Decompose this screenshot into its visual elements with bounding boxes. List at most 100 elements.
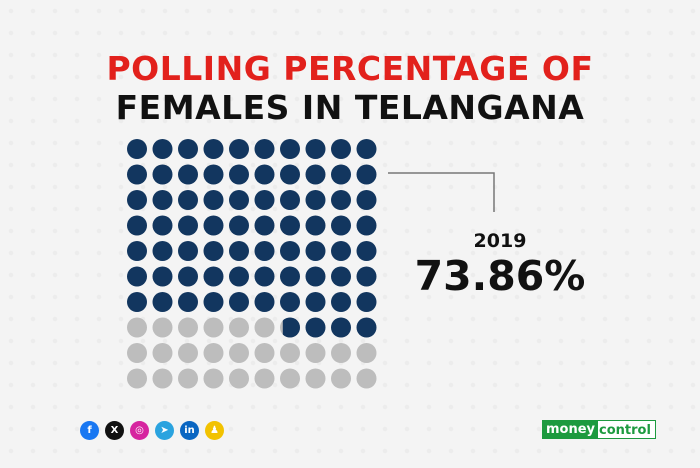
waffle-dot-filled [280,164,300,185]
series-value-label: 73.86% [414,252,586,300]
waffle-dot-filled [152,292,173,312]
waffle-dot-filled [331,139,351,159]
waffle-dot-filled [331,241,351,261]
waffle-dot-filled [229,215,249,236]
instagram-icon[interactable]: ◎ [130,421,149,440]
waffle-dot-partial [282,317,300,338]
waffle-dot-filled [331,190,351,210]
waffle-dot-filled [356,164,377,185]
waffle-dot-filled [356,292,377,312]
x-icon[interactable]: X [105,421,124,440]
waffle-dot-empty [203,317,224,338]
waffle-dot-filled [152,164,173,185]
waffle-dot-empty [127,343,147,363]
chart-title-line1: POLLING PERCENTAGE OF [106,49,594,88]
waffle-dot-filled [178,190,198,210]
waffle-dot-filled [152,190,173,210]
waffle-dot-filled [305,266,326,287]
facebook-icon[interactable]: f [80,421,99,440]
waffle-dot-filled [127,266,147,287]
waffle-dot-filled [331,292,351,312]
waffle-dot-empty [254,343,275,363]
waffle-dot-filled [356,266,377,287]
waffle-dot-filled [254,164,275,185]
waffle-dot-empty [280,368,300,389]
linkedin-icon[interactable]: in [180,421,199,440]
waffle-dot-empty [203,343,224,363]
waffle-dot-filled [203,215,224,236]
waffle-dot-empty [331,368,351,389]
waffle-dot-filled [305,241,326,261]
waffle-dot-filled [280,266,300,287]
series-year-label: 2019 [473,230,527,252]
waffle-dot-empty [152,317,173,338]
waffle-dot-filled [356,241,377,261]
waffle-dot-filled [152,266,173,287]
waffle-dot-filled [331,215,351,236]
waffle-dot-filled [254,266,275,287]
waffle-dot-filled [356,317,377,338]
waffle-dot-filled [229,164,249,185]
waffle-dot-empty [229,317,249,338]
waffle-dot-empty [178,343,198,363]
waffle-dot-empty [280,343,300,363]
waffle-dot-empty [305,343,326,363]
waffle-dot-filled [331,164,351,185]
waffle-dot-empty [178,368,198,389]
waffle-dot-filled [254,241,275,261]
waffle-dot-filled [305,215,326,236]
waffle-dot-filled [203,292,224,312]
waffle-dot-empty [254,317,275,338]
waffle-dot-empty [356,343,377,363]
social-icons: f X ◎ ➤ in ♟ [80,421,224,440]
waffle-dot-filled [203,241,224,261]
waffle-dot-empty [152,368,173,389]
waffle-dot-filled [229,190,249,210]
waffle-dot-filled [356,190,377,210]
waffle-dot-filled [203,190,224,210]
waffle-dot-empty [229,368,249,389]
waffle-dot-empty [331,343,351,363]
waffle-dot-empty [305,368,326,389]
waffle-dot-filled [254,292,275,312]
waffle-dot-filled [356,139,377,159]
waffle-dot-empty [127,368,147,389]
waffle-dot-filled [254,215,275,236]
brand-logo-part2: control [597,420,656,439]
waffle-dot-empty [127,317,147,338]
waffle-dot-filled [127,139,147,159]
telegram-icon[interactable]: ➤ [155,421,174,440]
waffle-dot-filled [229,266,249,287]
waffle-dot-filled [280,292,300,312]
waffle-dot-filled [127,215,147,236]
waffle-dot-filled [152,139,173,159]
waffle-dot-empty [229,343,249,363]
waffle-dot-filled [356,215,377,236]
waffle-dot-filled [229,241,249,261]
waffle-dot-filled [127,164,147,185]
waffle-dot-filled [229,139,249,159]
waffle-dot-filled [178,139,198,159]
waffle-dot-filled [331,317,351,338]
waffle-dot-filled [305,317,326,338]
waffle-dot-filled [305,139,326,159]
waffle-dot-empty [356,368,377,389]
waffle-dot-filled [203,164,224,185]
snapchat-icon[interactable]: ♟ [205,421,224,440]
waffle-dot-filled [331,266,351,287]
waffle-dot-filled [127,190,147,210]
waffle-dot-empty [203,368,224,389]
waffle-dot-filled [280,139,300,159]
waffle-dot-filled [152,215,173,236]
waffle-dot-filled [305,292,326,312]
waffle-dot-empty [178,317,198,338]
waffle-dot-filled [280,241,300,261]
waffle-dot-filled [178,266,198,287]
waffle-dot-filled [203,266,224,287]
waffle-dot-filled [127,241,147,261]
chart-title-line2: FEMALES IN TELANGANA [115,88,585,127]
waffle-dot-filled [280,190,300,210]
callout-line [388,172,495,212]
